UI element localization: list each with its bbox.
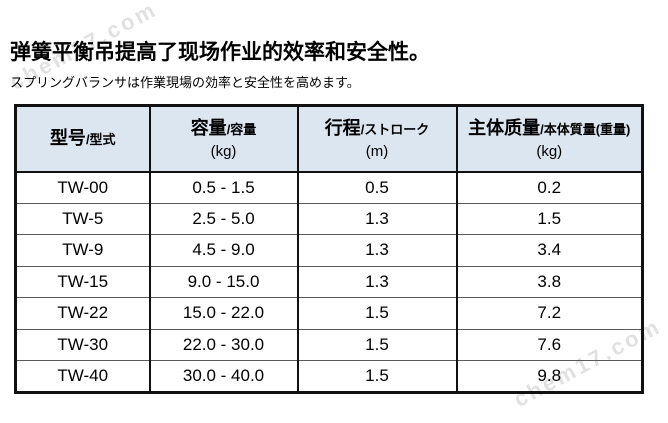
column-header-sub: /容量	[226, 122, 257, 138]
model-cell: TW-40	[14, 360, 151, 392]
spec-table: 型号/型式 容量/容量 (kg) 行程/ストローク (m) 主体质量/本体質量(重量) (k…	[14, 104, 644, 394]
column-header-unit: (kg)	[536, 143, 563, 161]
capacity-cell: 2.5 - 5.0	[148, 202, 299, 235]
model-cell: TW-22	[14, 297, 151, 329]
weight-cell: 0.2	[455, 170, 644, 203]
column-header-sub: /本体質量(重量)	[540, 122, 631, 138]
weight-cell: 7.2	[455, 297, 644, 329]
page-subtitle: スプリングバランサは作業現場の効率と安全性を高めます。	[10, 75, 360, 90]
column-header-unit: (kg)	[210, 143, 237, 161]
page-title: 弹簧平衡吊提高了现场作业的效率和安全性。	[10, 41, 430, 64]
weight-cell: 7.6	[455, 328, 644, 361]
capacity-cell: 9.0 - 15.0	[148, 265, 299, 298]
column-header-1: 容量/容量 (kg)	[148, 104, 299, 173]
column-header-3: 主体质量/本体質量(重量) (kg)	[455, 104, 644, 173]
stroke-cell: 1.5	[296, 360, 458, 392]
weight-cell: 1.5	[455, 202, 644, 235]
capacity-cell: 15.0 - 22.0	[148, 297, 299, 329]
stroke-cell: 1.3	[296, 265, 458, 298]
stroke-cell: 1.5	[296, 328, 458, 361]
model-cell: TW-00	[14, 170, 151, 203]
table-row: TW-30 22.0 - 30.0 1.5 7.6	[14, 328, 644, 361]
column-header-sub: /ストローク	[360, 122, 430, 138]
capacity-cell: 30.0 - 40.0	[148, 360, 299, 392]
table-row: TW-22 15.0 - 22.0 1.5 7.2	[14, 297, 644, 329]
column-header-unit: (m)	[365, 143, 389, 161]
weight-cell: 3.8	[455, 265, 644, 298]
capacity-cell: 22.0 - 30.0	[148, 328, 299, 361]
column-header-main: 行程	[324, 118, 361, 139]
capacity-cell: 4.5 - 9.0	[148, 234, 299, 266]
table-row: TW-15 9.0 - 15.0 1.3 3.8	[14, 265, 644, 298]
weight-cell: 9.8	[455, 360, 644, 392]
model-cell: TW-9	[14, 234, 151, 266]
stroke-cell: 1.3	[296, 202, 458, 235]
model-cell: TW-30	[14, 328, 151, 361]
table-row: TW-5 2.5 - 5.0 1.3 1.5	[14, 202, 644, 235]
table-row: TW-9 4.5 - 9.0 1.3 3.4	[14, 234, 644, 266]
table-header-row: 型号/型式 容量/容量 (kg) 行程/ストローク (m) 主体质量/本体質量(重量) (k…	[14, 104, 644, 173]
model-cell: TW-5	[14, 202, 151, 235]
capacity-cell: 0.5 - 1.5	[148, 170, 299, 203]
table-body: TW-00 0.5 - 1.5 0.5 0.2 TW-5 2.5 - 5.0 1.3 1.5 T…	[14, 170, 644, 392]
weight-cell: 3.4	[455, 234, 644, 266]
stroke-cell: 0.5	[296, 170, 458, 203]
model-cell: TW-15	[14, 265, 151, 298]
table-row: TW-40 30.0 - 40.0 1.5 9.8	[14, 360, 644, 392]
table-row: TW-00 0.5 - 1.5 0.5 0.2	[14, 170, 644, 203]
column-header-2: 行程/ストローク (m)	[296, 104, 458, 173]
column-header-main: 主体质量	[468, 118, 541, 139]
stroke-cell: 1.5	[296, 297, 458, 329]
stroke-cell: 1.3	[296, 234, 458, 266]
column-header-0: 型号/型式	[14, 104, 151, 173]
column-header-main: 容量	[190, 118, 227, 139]
column-header-main: 型号	[49, 128, 86, 149]
column-header-sub: /型式	[85, 132, 116, 148]
